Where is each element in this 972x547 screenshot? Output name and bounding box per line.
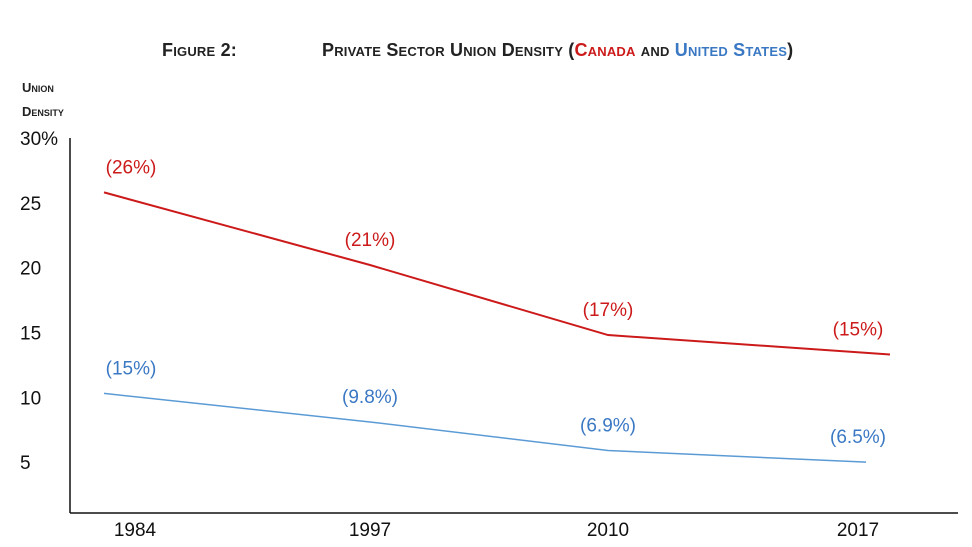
y-tick-label: 10 bbox=[20, 388, 41, 409]
y-axis-label-line-1: Union bbox=[22, 80, 54, 95]
title-part-canada: Canada bbox=[574, 40, 636, 60]
x-tick-label: 1984 bbox=[114, 520, 157, 541]
y-axis-label: Union Density bbox=[22, 76, 64, 124]
data-label: (17%) bbox=[583, 300, 634, 321]
y-tick-label: 15 bbox=[20, 323, 41, 344]
data-label: (9.8%) bbox=[342, 387, 398, 408]
data-label: (6.5%) bbox=[830, 427, 886, 448]
x-tick-label: 1997 bbox=[349, 520, 391, 541]
series-line-united-states bbox=[103, 392, 867, 463]
x-tick-label: 2010 bbox=[587, 520, 629, 541]
figure-label: Figure 2: bbox=[162, 40, 237, 60]
title-part-suffix: ) bbox=[787, 40, 794, 60]
y-tick-label: 30% bbox=[20, 129, 58, 150]
x-tick-label: 2017 bbox=[837, 520, 879, 541]
y-tick-label: 20 bbox=[20, 259, 41, 280]
data-label: (21%) bbox=[345, 230, 396, 251]
chart-title: Figure 2: Private Sector Union Density (… bbox=[0, 40, 972, 80]
data-label: (15%) bbox=[106, 358, 157, 379]
title-text: Private Sector Union Density (Canada and… bbox=[322, 40, 793, 61]
data-label: (6.9%) bbox=[580, 415, 636, 436]
data-label: (26%) bbox=[106, 157, 157, 178]
title-part-united-states: United States bbox=[674, 40, 788, 60]
y-tick-label: 25 bbox=[20, 194, 41, 215]
title-part-and: and bbox=[635, 40, 675, 60]
y-axis-label-line-2: Density bbox=[22, 104, 64, 119]
title-part-prefix: Private Sector Union Density ( bbox=[322, 40, 575, 60]
data-label: (15%) bbox=[833, 319, 884, 340]
y-tick-label: 5 bbox=[20, 453, 31, 474]
series-line-canada bbox=[103, 191, 891, 356]
